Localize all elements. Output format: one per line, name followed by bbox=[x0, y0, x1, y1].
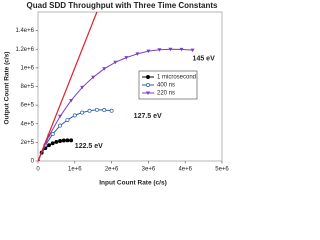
chart: Quad SDD Throughput with Three Time Cons… bbox=[4, 1, 230, 187]
marker bbox=[58, 123, 63, 128]
y-tick-label: 1.4e+6 bbox=[15, 28, 34, 34]
legend-marker bbox=[146, 91, 150, 95]
marker bbox=[168, 47, 173, 52]
marker bbox=[80, 85, 85, 90]
marker bbox=[65, 118, 70, 122]
marker bbox=[102, 67, 107, 71]
x-tick-label: 5e+6 bbox=[215, 167, 229, 173]
plot-area bbox=[38, 12, 195, 161]
marker bbox=[146, 49, 151, 54]
y-tick-label: 0 bbox=[31, 159, 35, 165]
marker bbox=[124, 56, 129, 60]
marker bbox=[135, 52, 140, 56]
annotation: 122.5 eV bbox=[75, 143, 103, 150]
marker bbox=[58, 139, 63, 143]
marker bbox=[113, 60, 118, 65]
legend-label: 400 ns bbox=[157, 83, 175, 89]
x-tick-label: 1e+6 bbox=[68, 167, 82, 173]
legend-label: 220 ns bbox=[157, 91, 175, 97]
marker bbox=[65, 138, 70, 143]
marker bbox=[50, 141, 55, 146]
y-tick-label: 1e+6 bbox=[20, 65, 34, 71]
x-tick-label: 2e+6 bbox=[105, 167, 119, 173]
y-tick-label: 2e+5 bbox=[20, 140, 34, 146]
y-tick-label: 4e+5 bbox=[20, 121, 34, 127]
marker bbox=[157, 48, 162, 52]
y-axis-label: Output Count Rate (c/s) bbox=[4, 52, 11, 125]
chart-title: Quad SDD Throughput with Three Time Cons… bbox=[27, 1, 219, 10]
marker bbox=[94, 107, 99, 112]
marker bbox=[47, 143, 51, 148]
series-line bbox=[38, 48, 193, 161]
x-tick-label: 4e+6 bbox=[178, 167, 192, 173]
marker bbox=[102, 108, 107, 112]
y-tick-label: 1.2e+6 bbox=[15, 47, 34, 53]
marker bbox=[91, 75, 96, 80]
marker bbox=[54, 139, 59, 144]
y-tick-label: 8e+5 bbox=[20, 84, 34, 90]
marker bbox=[72, 113, 77, 118]
series-line bbox=[38, 12, 98, 161]
legend-label: 1 microsecond bbox=[157, 75, 196, 81]
marker bbox=[69, 98, 74, 103]
annotation: 145 eV bbox=[193, 55, 216, 62]
marker bbox=[58, 114, 63, 119]
marker bbox=[190, 48, 195, 53]
marker bbox=[50, 132, 55, 136]
marker bbox=[109, 108, 114, 113]
marker bbox=[80, 110, 85, 115]
legend-marker bbox=[146, 83, 150, 87]
x-tick-label: 3e+6 bbox=[142, 167, 156, 173]
x-axis-label: Input Count Rate (c/s) bbox=[99, 180, 167, 187]
x-tick-label: 0 bbox=[36, 167, 40, 173]
marker bbox=[61, 138, 66, 143]
legend-marker bbox=[146, 75, 150, 79]
annotation: 127.5 eV bbox=[134, 113, 162, 120]
marker bbox=[69, 138, 74, 143]
marker bbox=[179, 47, 184, 52]
marker bbox=[87, 108, 92, 113]
y-tick-label: 6e+5 bbox=[20, 103, 34, 109]
